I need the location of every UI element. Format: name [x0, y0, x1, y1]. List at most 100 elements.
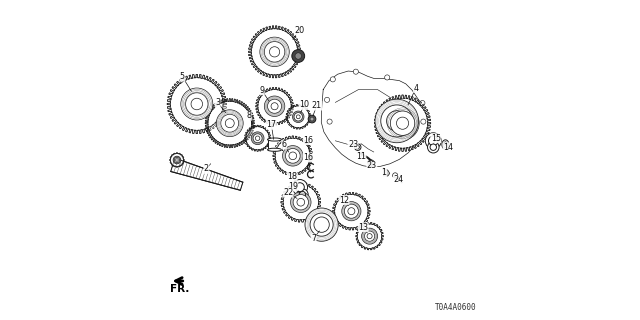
Text: 11: 11	[356, 152, 366, 161]
Text: 15: 15	[431, 134, 441, 143]
Circle shape	[393, 173, 398, 178]
Polygon shape	[167, 74, 227, 134]
Circle shape	[285, 148, 300, 163]
Text: 16: 16	[303, 136, 313, 145]
Circle shape	[353, 69, 358, 74]
Circle shape	[294, 113, 303, 121]
Text: 10: 10	[299, 100, 309, 109]
Text: 23: 23	[367, 161, 377, 170]
Polygon shape	[333, 192, 370, 230]
Text: 24: 24	[394, 175, 403, 184]
Circle shape	[381, 105, 413, 137]
Circle shape	[297, 189, 308, 200]
Polygon shape	[205, 99, 254, 148]
Polygon shape	[374, 95, 431, 151]
Circle shape	[295, 53, 301, 59]
Circle shape	[385, 75, 390, 80]
Circle shape	[173, 156, 181, 164]
Circle shape	[310, 117, 314, 121]
Circle shape	[255, 136, 260, 140]
Polygon shape	[286, 105, 310, 129]
Circle shape	[370, 162, 373, 165]
Circle shape	[252, 132, 264, 145]
Text: 16: 16	[303, 153, 313, 162]
Circle shape	[430, 144, 436, 150]
Text: 8: 8	[246, 111, 252, 120]
Circle shape	[292, 111, 304, 123]
Polygon shape	[256, 87, 293, 125]
Circle shape	[344, 204, 358, 218]
Ellipse shape	[268, 138, 282, 141]
Polygon shape	[383, 168, 390, 176]
Circle shape	[310, 213, 333, 236]
Polygon shape	[170, 153, 184, 167]
Circle shape	[292, 180, 308, 195]
Circle shape	[386, 107, 419, 140]
Circle shape	[293, 195, 308, 210]
Text: 7: 7	[311, 234, 316, 243]
Ellipse shape	[442, 140, 449, 149]
Text: 12: 12	[339, 196, 349, 204]
Circle shape	[269, 47, 280, 57]
Circle shape	[191, 98, 202, 110]
Text: 9: 9	[259, 86, 264, 95]
Circle shape	[355, 144, 361, 150]
Circle shape	[397, 117, 409, 129]
Circle shape	[271, 103, 278, 110]
Polygon shape	[171, 158, 243, 190]
Circle shape	[268, 99, 282, 113]
Circle shape	[174, 157, 179, 163]
Polygon shape	[281, 182, 321, 222]
Ellipse shape	[444, 142, 447, 148]
Circle shape	[186, 93, 208, 115]
Circle shape	[420, 100, 425, 106]
Circle shape	[368, 160, 374, 166]
Circle shape	[216, 110, 243, 137]
Circle shape	[375, 99, 419, 143]
Circle shape	[429, 136, 438, 146]
Text: 6: 6	[282, 140, 287, 149]
Circle shape	[314, 217, 330, 232]
Circle shape	[330, 77, 335, 82]
Text: 20: 20	[294, 26, 304, 35]
Circle shape	[225, 119, 234, 128]
Circle shape	[305, 208, 339, 241]
Text: T0A4A0600: T0A4A0600	[435, 303, 476, 312]
Circle shape	[221, 114, 239, 132]
Polygon shape	[273, 136, 313, 176]
Circle shape	[390, 111, 415, 135]
Text: 22: 22	[283, 188, 293, 197]
Circle shape	[289, 152, 296, 160]
Text: 2: 2	[204, 164, 209, 173]
Polygon shape	[248, 26, 301, 78]
Text: 17: 17	[266, 120, 276, 129]
Circle shape	[342, 202, 361, 221]
Polygon shape	[171, 158, 243, 190]
Circle shape	[175, 159, 178, 161]
Text: 3: 3	[215, 98, 220, 107]
Circle shape	[292, 50, 305, 62]
Text: 14: 14	[443, 143, 453, 152]
Circle shape	[365, 231, 375, 241]
Circle shape	[296, 115, 300, 119]
Circle shape	[180, 88, 212, 120]
Circle shape	[296, 183, 305, 192]
Circle shape	[297, 198, 305, 206]
Circle shape	[362, 228, 378, 244]
Polygon shape	[356, 222, 383, 250]
Circle shape	[428, 141, 439, 153]
Circle shape	[264, 96, 285, 116]
Circle shape	[253, 134, 262, 143]
Text: 23: 23	[348, 140, 358, 148]
Circle shape	[264, 42, 285, 62]
Text: 19: 19	[288, 182, 298, 191]
Circle shape	[425, 133, 442, 149]
Text: 5: 5	[180, 72, 185, 81]
Circle shape	[260, 37, 289, 67]
Text: 21: 21	[312, 101, 322, 110]
Text: FR.: FR.	[170, 284, 189, 294]
Ellipse shape	[268, 148, 282, 151]
Text: 1: 1	[381, 168, 387, 177]
Polygon shape	[268, 140, 282, 150]
Text: 4: 4	[413, 84, 419, 92]
